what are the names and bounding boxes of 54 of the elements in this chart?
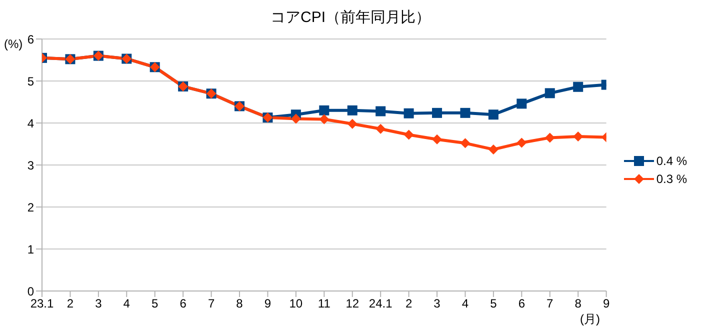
point (544, 88, 555, 98)
x-tick-label: 7 (546, 296, 554, 311)
x-tick-label: 5 (152, 296, 159, 311)
x-tick-label: 12 (346, 296, 360, 311)
point (432, 108, 442, 118)
chart-title: コアCPI（前年同月比） (269, 8, 432, 27)
legend-label: 0.3 % (656, 172, 687, 186)
x-tick-label: 8 (574, 296, 582, 311)
x-axis-title: (月) (580, 311, 600, 328)
point (488, 144, 498, 154)
x-tick-label: 5 (490, 296, 498, 311)
y-tick-label: 2 (27, 200, 34, 214)
point (516, 138, 527, 148)
y-tick-label: 1 (27, 242, 34, 256)
legend-label: 0.4 % (656, 154, 687, 168)
point (573, 131, 584, 142)
x-tick-label: 11 (318, 296, 331, 311)
x-tick-label: 9 (602, 296, 610, 311)
x-tick-label: 4 (123, 296, 130, 311)
x-tick-label: 2 (66, 296, 74, 311)
x-tick-label: 2 (405, 296, 412, 311)
y-tick-label: 0 (27, 284, 34, 298)
point (404, 130, 414, 140)
x-tick-label: 7 (208, 296, 215, 311)
point (432, 134, 442, 144)
point (544, 132, 555, 143)
y-tick-label: 3 (27, 158, 34, 172)
point (460, 138, 470, 148)
y-axis-title: (%) (4, 37, 23, 51)
x-tick-label: 24.1 (368, 296, 393, 311)
point (319, 114, 330, 124)
x-tick-label: 4 (462, 296, 469, 311)
y-tick-label: 6 (27, 32, 34, 46)
y-tick-label: 4 (27, 116, 34, 130)
point (488, 110, 498, 120)
point (376, 106, 386, 116)
x-tick-label: 8 (236, 296, 244, 311)
point (347, 118, 358, 129)
point (290, 114, 301, 124)
point (404, 108, 414, 118)
x-tick-label: 23.1 (30, 296, 54, 311)
x-tick-label: 3 (434, 296, 441, 311)
x-tick-label: 9 (264, 296, 272, 311)
x-tick-label: 6 (518, 296, 526, 311)
point (516, 98, 527, 109)
point (376, 124, 386, 134)
x-tick-label: 6 (180, 296, 187, 311)
x-tick-label: 10 (289, 296, 303, 311)
point (460, 108, 470, 118)
x-tick-label: 3 (95, 296, 102, 311)
point (573, 82, 584, 92)
point (347, 105, 358, 116)
y-tick-label: 5 (27, 74, 34, 88)
point (319, 105, 330, 116)
